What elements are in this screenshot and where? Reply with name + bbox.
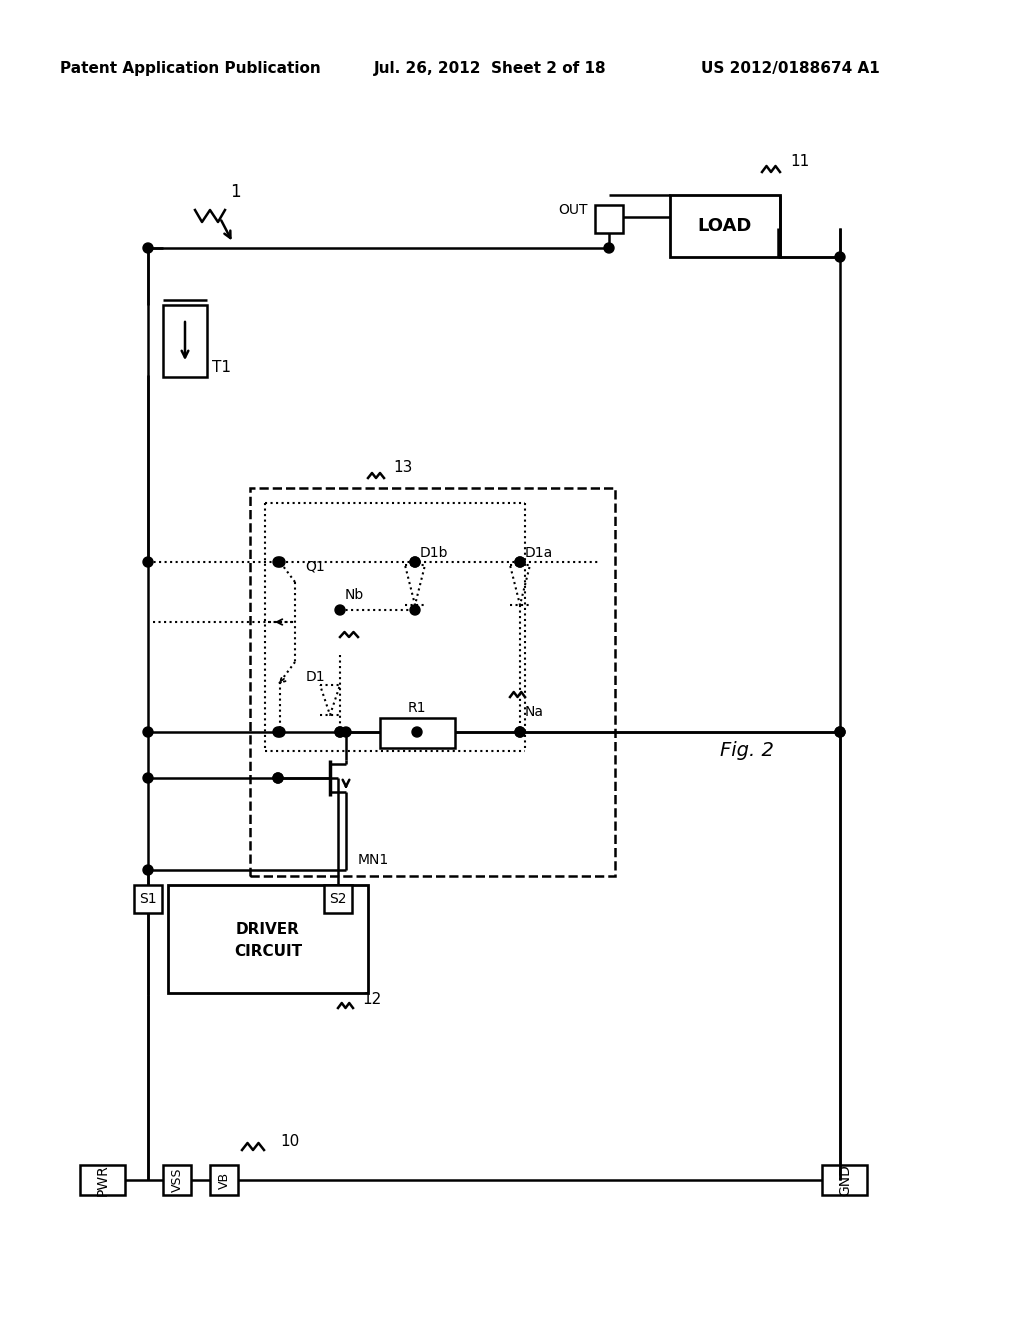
Circle shape [273, 727, 283, 737]
Circle shape [273, 774, 283, 783]
Bar [324, 884, 352, 913]
Circle shape [835, 727, 845, 737]
Circle shape [143, 865, 153, 875]
Text: S1: S1 [139, 892, 157, 906]
Circle shape [273, 557, 283, 568]
Circle shape [335, 727, 345, 737]
Text: US 2012/0188674 A1: US 2012/0188674 A1 [700, 61, 880, 75]
Text: OUT: OUT [558, 203, 588, 216]
Circle shape [515, 557, 525, 568]
Bar [168, 884, 368, 993]
Circle shape [335, 605, 345, 615]
Text: LOAD: LOAD [697, 216, 753, 235]
Text: Nb: Nb [345, 587, 365, 602]
Text: 1: 1 [230, 183, 241, 201]
Circle shape [410, 557, 420, 568]
Text: T1: T1 [212, 359, 231, 375]
Text: 10: 10 [280, 1134, 299, 1150]
Circle shape [275, 557, 285, 568]
Text: 12: 12 [362, 993, 381, 1007]
Circle shape [335, 727, 345, 737]
Bar [595, 205, 623, 234]
Text: 13: 13 [393, 461, 413, 475]
Circle shape [143, 243, 153, 253]
Bar [380, 718, 455, 748]
Circle shape [341, 727, 351, 737]
Text: S2: S2 [330, 892, 347, 906]
Text: DRIVER: DRIVER [237, 921, 300, 936]
Text: PWR: PWR [96, 1164, 110, 1196]
Circle shape [275, 727, 285, 737]
Circle shape [410, 557, 420, 568]
Bar [80, 1166, 125, 1195]
Text: D1: D1 [305, 671, 325, 684]
Bar [210, 1166, 238, 1195]
Text: Jul. 26, 2012  Sheet 2 of 18: Jul. 26, 2012 Sheet 2 of 18 [374, 61, 606, 75]
Text: Na: Na [525, 705, 544, 719]
Circle shape [515, 557, 525, 568]
Circle shape [515, 727, 525, 737]
Circle shape [273, 774, 283, 783]
Text: Fig. 2: Fig. 2 [720, 741, 774, 759]
Bar [670, 195, 780, 257]
Text: D1a: D1a [525, 546, 553, 560]
Text: R1: R1 [408, 701, 426, 715]
Circle shape [143, 557, 153, 568]
Text: VB: VB [217, 1171, 230, 1188]
Circle shape [604, 243, 614, 253]
Bar [163, 1166, 191, 1195]
Text: VSS: VSS [171, 1168, 183, 1192]
Circle shape [143, 774, 153, 783]
Circle shape [835, 252, 845, 261]
Text: MN1: MN1 [358, 853, 389, 867]
Bar [163, 305, 207, 378]
Text: 11: 11 [790, 154, 809, 169]
Text: GND: GND [838, 1164, 852, 1196]
Circle shape [143, 727, 153, 737]
Text: Q1: Q1 [305, 560, 325, 574]
Circle shape [412, 727, 422, 737]
Circle shape [515, 727, 525, 737]
Bar [822, 1166, 867, 1195]
Bar [134, 884, 162, 913]
Text: CIRCUIT: CIRCUIT [233, 944, 302, 958]
Bar [250, 488, 615, 876]
Text: Patent Application Publication: Patent Application Publication [59, 61, 321, 75]
Text: D1b: D1b [420, 546, 449, 560]
Circle shape [410, 605, 420, 615]
Circle shape [835, 727, 845, 737]
